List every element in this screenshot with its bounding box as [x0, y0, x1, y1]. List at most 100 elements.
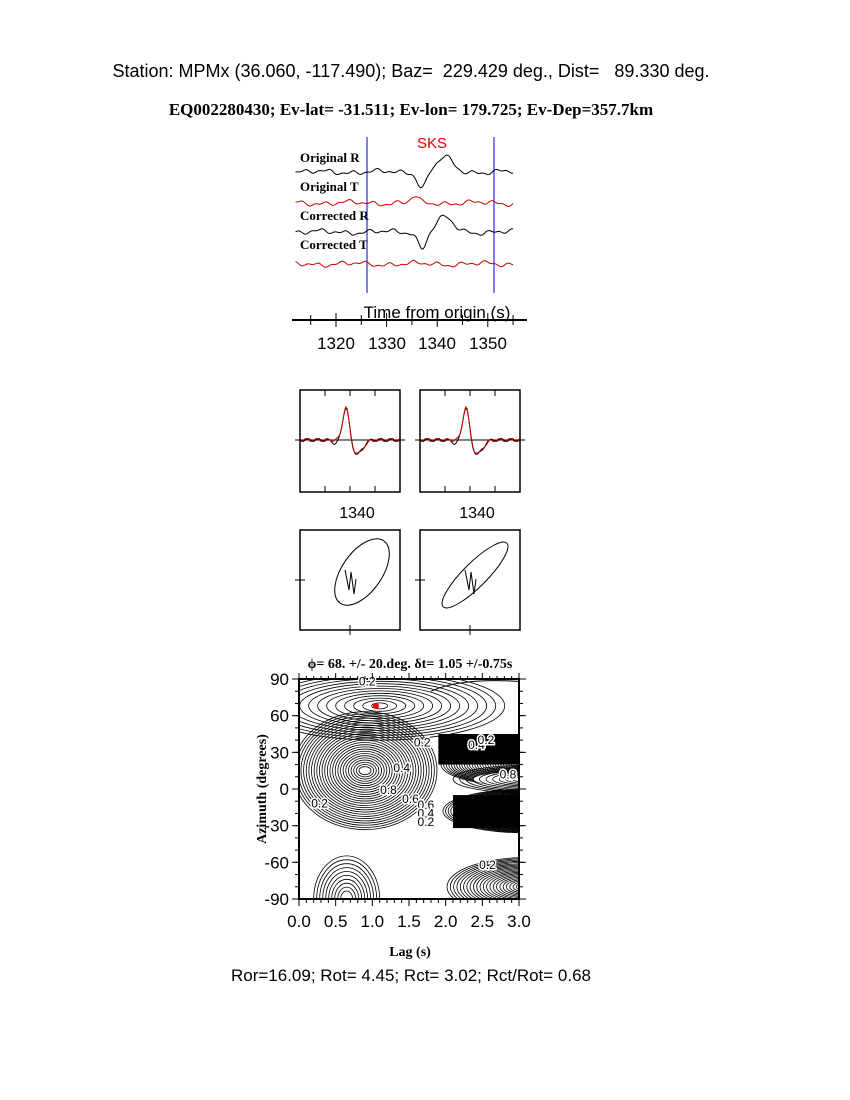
- contour-line: [299, 680, 470, 731]
- trace-label-corrected-t: Corrected T: [300, 237, 368, 252]
- contour-line: [526, 778, 542, 780]
- contour-label: 0.6: [418, 798, 435, 812]
- contour-line: [353, 761, 377, 780]
- y-tick-label: 60: [270, 707, 289, 726]
- contour-line: [496, 875, 519, 899]
- tick-label-1330: 1330: [368, 334, 406, 353]
- contour-plot: [299, 679, 542, 899]
- corrected-trace: [419, 405, 521, 454]
- panel-tick-label-left: 1340: [339, 505, 375, 522]
- contour-line: [299, 713, 435, 828]
- contour-line: [300, 717, 430, 824]
- contour-line: [329, 742, 401, 800]
- trace-label-original-t: Original T: [300, 179, 359, 194]
- contour-line: [316, 731, 414, 811]
- contour-line: [486, 871, 519, 899]
- particle-motion-loop: [441, 541, 509, 609]
- footer-stats: Ror=16.09; Rot= 4.45; Rct= 3.02; Rct/Rot…: [231, 966, 591, 985]
- contour-label: 0.8: [380, 783, 397, 797]
- y-tick-label: -90: [264, 890, 289, 909]
- contour-line: [340, 750, 390, 791]
- contour-line: [299, 679, 488, 736]
- x-tick-label: 0.5: [324, 912, 348, 931]
- contour-ylabel: Azimuth (degrees): [255, 734, 270, 844]
- contour-line: [326, 690, 434, 722]
- x-tick-label: 3.0: [507, 912, 531, 931]
- panel-tick-label-right: 1340: [459, 505, 495, 522]
- station-title: Station: MPMx (36.060, -117.490); Baz= 2…: [112, 61, 709, 81]
- y-tick-label: -30: [264, 817, 289, 836]
- y-tick-label: 30: [270, 743, 289, 762]
- contour-line: [473, 866, 519, 899]
- contour-line: [299, 711, 438, 831]
- contour-line: [502, 878, 519, 896]
- contour-line: [358, 766, 372, 776]
- y-tick-label: -60: [264, 853, 289, 872]
- trace-corrected-t: [295, 259, 514, 268]
- contour-line: [499, 876, 519, 897]
- contour-line: [479, 769, 519, 789]
- best-fit-marker: [373, 702, 379, 709]
- contour-line: [442, 788, 519, 834]
- contour-line: [465, 767, 519, 792]
- event-title: EQ002280430; Ev-lat= -31.511; Ev-lon= 17…: [169, 100, 653, 119]
- contour-label: 0.6: [402, 792, 419, 806]
- contour-label: 0.2: [414, 736, 431, 750]
- particle-motion-loop: [334, 538, 390, 606]
- contour-line: [313, 728, 417, 813]
- tick-label-1340: 1340: [418, 334, 456, 353]
- contour-label: 0.2: [359, 674, 376, 688]
- contour-line: [340, 890, 354, 899]
- contour-line: [489, 873, 519, 899]
- x-tick-label: 1.5: [397, 912, 421, 931]
- contour-label: 0.2: [311, 797, 328, 811]
- contour-line: [362, 700, 398, 712]
- contour-line: [509, 880, 519, 893]
- contour-line: [476, 868, 519, 899]
- contour-line: [447, 790, 519, 832]
- contour-line: [371, 702, 389, 710]
- x-tick-label: 2.0: [434, 912, 458, 931]
- contour-line: [515, 883, 519, 890]
- contour-label: 0.4: [418, 806, 435, 820]
- contour-line: [319, 863, 375, 899]
- contour-line: [512, 882, 519, 892]
- contour-line: [324, 737, 406, 804]
- trace-corrected-r: [295, 214, 514, 250]
- trace-original-r: [295, 154, 514, 189]
- contour-title: ϕ= 68. +/- 20.deg. δt= 1.05 +/-0.75s: [308, 657, 513, 672]
- contour-line: [342, 753, 388, 789]
- y-tick-label: 0: [280, 780, 289, 799]
- contour-line: [463, 863, 519, 899]
- contour-line: [321, 735, 409, 806]
- contour-label: 0.4: [393, 761, 410, 775]
- contour-line: [479, 869, 519, 899]
- contour-line: [485, 771, 519, 788]
- contour-label: 0.2: [418, 815, 435, 829]
- contour-line: [313, 855, 381, 899]
- trace-label-corrected-r: Corrected R: [300, 208, 369, 223]
- contour-line: [348, 757, 382, 784]
- contour-line: [518, 778, 519, 780]
- contour-line: [506, 879, 519, 895]
- phase-label: SKS: [417, 135, 447, 152]
- contour-line: [472, 768, 519, 790]
- y-tick-label: 90: [270, 670, 289, 689]
- contour-line: [311, 726, 419, 815]
- contour-line: [332, 744, 398, 798]
- contour-line: [445, 789, 519, 833]
- contour-line: [308, 724, 422, 817]
- contour-line: [446, 857, 519, 899]
- contour-line: [355, 764, 375, 778]
- contour-line: [469, 865, 519, 899]
- contour-line: [328, 875, 366, 899]
- contour-line: [492, 874, 519, 899]
- contour-line: [334, 882, 360, 899]
- contour-line: [459, 766, 519, 793]
- contour-line: [492, 772, 519, 787]
- contour-line: [318, 733, 411, 809]
- contour-line: [512, 776, 519, 783]
- contour-line: [505, 774, 519, 784]
